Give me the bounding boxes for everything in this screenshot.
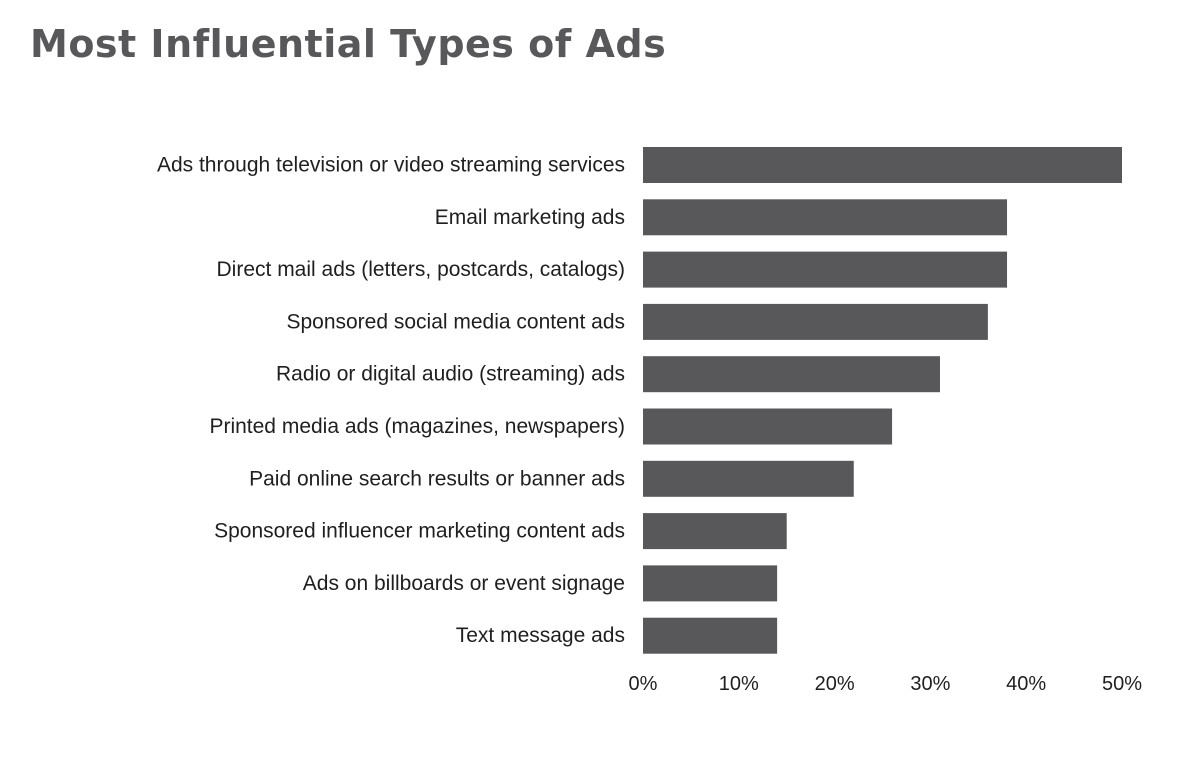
bars [643,147,1122,654]
category-label: Direct mail ads (letters, postcards, cat… [217,258,625,281]
x-tick-label: 20% [815,673,855,695]
category-label: Ads through television or video streamin… [157,154,625,177]
category-label: Printed media ads (magazines, newspapers… [209,415,625,438]
bar [643,460,854,497]
x-axis-ticks: 0% 10% 20% 30% 40% 50% [629,673,1143,695]
bar [643,513,787,550]
category-label: Sponsored social media content ads [286,310,625,333]
category-label: Paid online search results or banner ads [249,467,625,490]
category-label: Radio or digital audio (streaming) ads [276,363,625,386]
chart-title: Most Influential Types of Ads [30,22,667,66]
bar [643,199,1008,236]
category-label: Sponsored influencer marketing content a… [214,520,625,543]
category-label: Email marketing ads [435,206,625,229]
bar [643,303,988,340]
x-tick-label: 40% [1006,673,1046,695]
bar [643,617,778,654]
x-tick-label: 10% [719,673,759,695]
category-label: Ads on billboards or event signage [303,572,625,595]
x-tick-label: 50% [1102,673,1142,695]
category-label: Text message ads [456,624,625,647]
bar [643,147,1122,183]
x-tick-label: 0% [629,673,658,695]
bar [643,251,1008,288]
bar [643,408,893,445]
category-labels: Ads through television or video streamin… [157,154,625,648]
bar [643,565,778,602]
x-tick-label: 30% [910,673,950,695]
bar [643,356,940,393]
